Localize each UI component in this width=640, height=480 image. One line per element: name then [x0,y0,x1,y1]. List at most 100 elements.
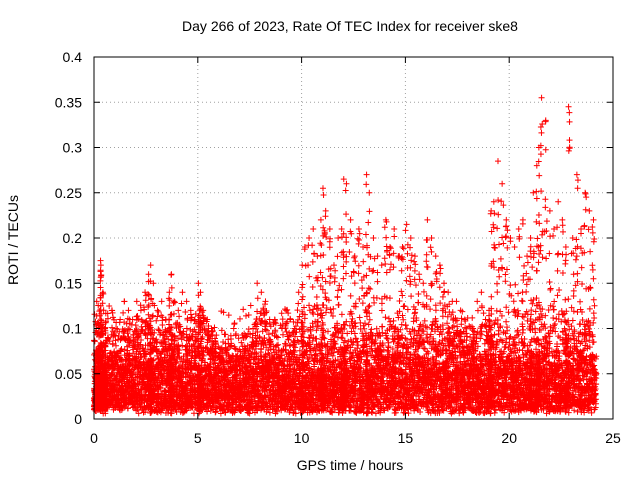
data-point [315,318,322,325]
data-point [104,334,111,341]
data-point [326,225,333,232]
data-point [109,341,116,348]
data-point [320,192,327,199]
data-point [133,390,140,397]
data-point [104,310,111,317]
data-point [254,295,261,302]
data-point [116,370,123,377]
data-point [133,298,140,305]
data-point [295,300,302,307]
data-point [133,407,140,414]
data-point [299,284,306,291]
data-point [111,388,118,395]
data-point [310,310,317,317]
data-point [97,316,104,323]
data-point [221,331,228,338]
data-point [109,328,116,335]
data-point [103,402,110,409]
data-point [309,258,316,265]
data-point [134,312,141,319]
data-point [98,310,105,317]
data-point [225,312,232,319]
data-point [112,352,119,359]
data-point [104,369,111,376]
data-point [158,298,165,305]
data-point [326,244,333,251]
data-point [105,377,112,384]
data-point [262,298,269,305]
data-point [117,386,124,393]
data-point [104,315,111,322]
data-point [232,330,239,337]
data-point [166,302,173,309]
data-point [149,312,156,319]
data-point [171,298,178,305]
data-point [113,375,120,382]
data-point [125,353,132,360]
data-point [132,322,139,329]
data-point [97,294,104,301]
data-point [322,213,329,220]
data-point [153,317,160,324]
data-point [120,333,127,340]
data-point [147,262,154,269]
data-point [322,278,329,285]
data-point [327,306,334,313]
data-point [120,309,127,316]
data-point [115,395,122,402]
data-point [126,339,133,346]
data-point [183,325,190,332]
data-point [106,302,113,309]
data-point [326,238,333,245]
data-point [107,349,114,356]
data-point [137,307,144,314]
data-point [108,382,115,389]
data-point [111,376,118,383]
data-point [93,298,100,305]
data-point [125,400,132,407]
data-point [121,346,128,353]
data-point [125,384,132,391]
data-point [320,224,327,231]
data-point [313,294,320,301]
data-point [117,336,124,343]
data-point [109,324,116,331]
data-point [310,225,317,232]
data-point [100,307,107,314]
data-point [125,333,132,340]
data-point [135,410,142,417]
data-point [117,316,124,323]
data-point [278,310,285,317]
data-point [299,293,306,300]
data-point [129,344,136,351]
data-point [306,235,313,241]
data-point [115,367,122,374]
data-point [125,352,132,359]
data-point [112,342,119,349]
data-point [243,312,250,319]
data-point [124,362,131,369]
data-point [137,302,144,309]
data-points [91,94,600,417]
data-point [142,297,149,304]
data-point [102,329,109,336]
data-point [98,317,105,324]
data-point [317,216,324,223]
data-point [154,313,161,320]
data-point [113,325,120,332]
data-point [145,271,152,278]
data-point [195,280,202,287]
data-point [124,369,131,376]
data-point [311,250,318,257]
data-point [245,312,252,319]
data-point [231,320,238,327]
data-point [99,330,106,337]
data-point [124,405,131,412]
data-point [124,330,131,337]
data-point [279,316,286,323]
data-point [133,313,140,320]
data-point [116,382,123,389]
data-point [176,313,183,320]
data-point [154,307,161,314]
